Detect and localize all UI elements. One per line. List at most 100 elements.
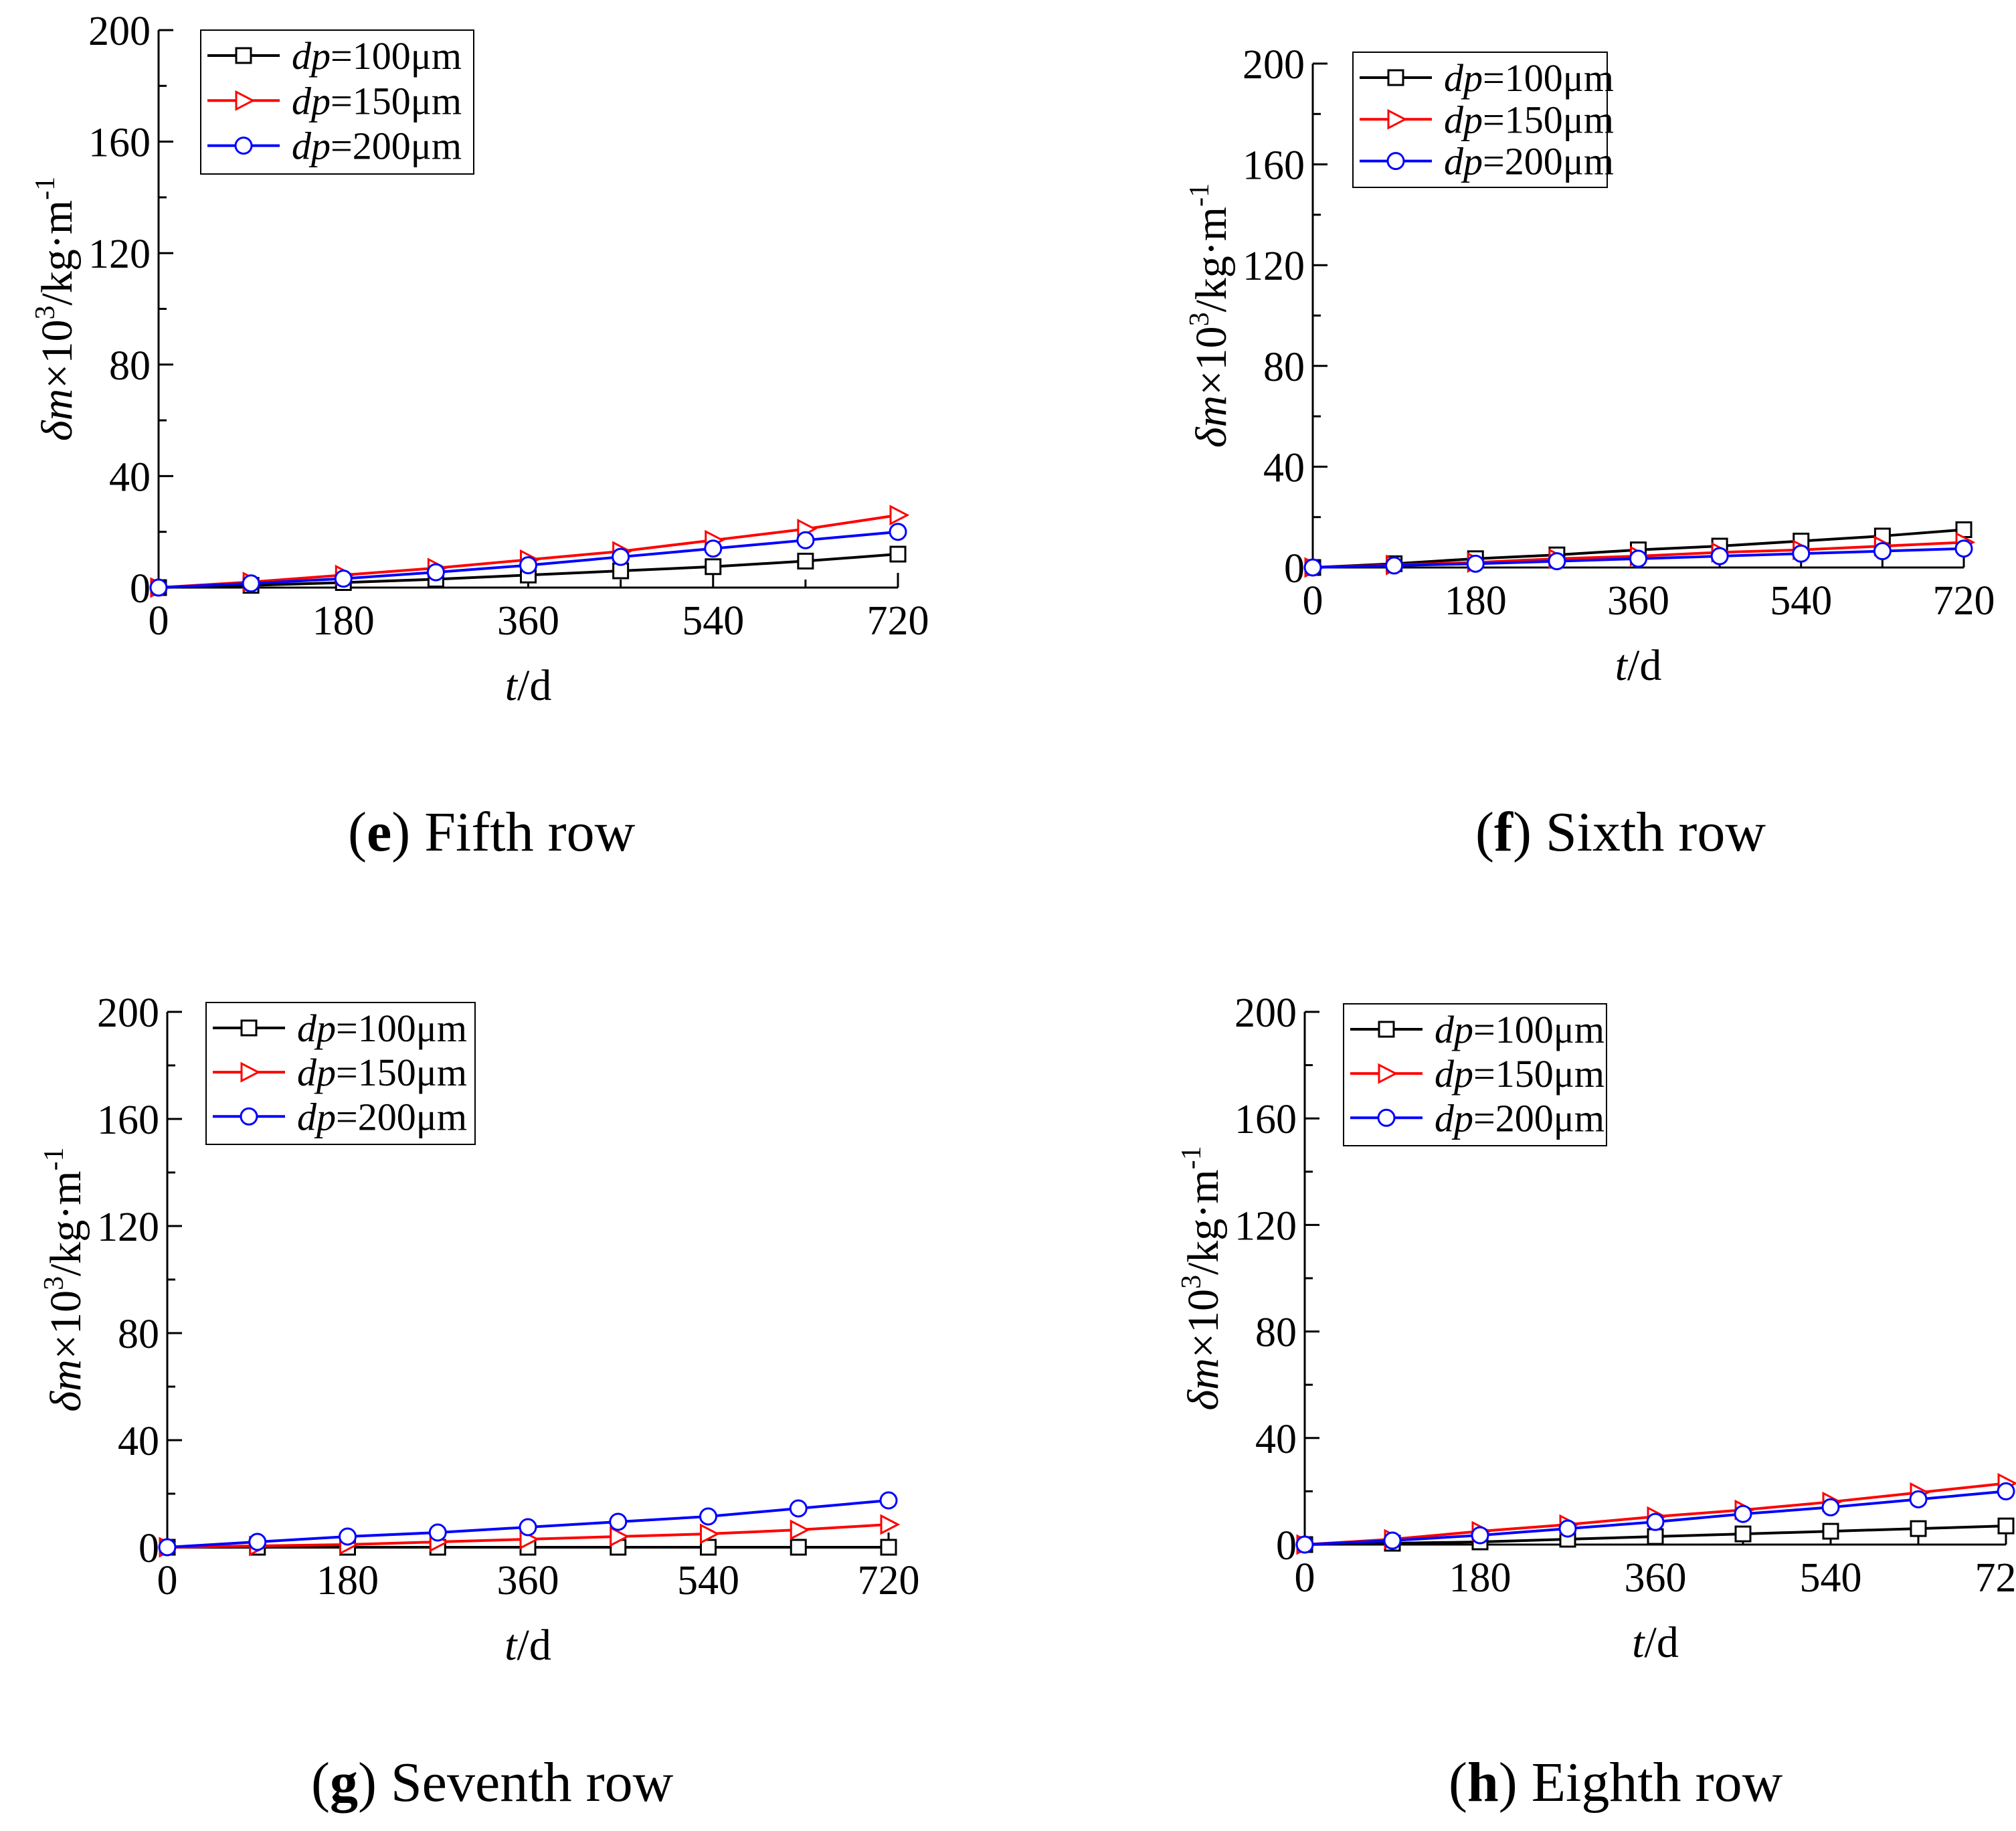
legend-label-var: dp xyxy=(292,34,331,78)
data-point xyxy=(790,1539,807,1556)
y-label-exp: 3 xyxy=(39,1276,70,1290)
y-label-exp: 3 xyxy=(30,306,61,320)
legend-label-value: 100μm xyxy=(358,1007,467,1050)
data-point xyxy=(889,523,907,541)
data-point xyxy=(1710,547,1729,565)
legend-label-var: dp xyxy=(292,124,331,168)
x-tick-label: 540 xyxy=(682,598,744,644)
data-point xyxy=(1792,544,1811,563)
y-tick-label: 0 xyxy=(139,1526,159,1571)
y-tick-label: 40 xyxy=(118,1419,159,1464)
caption-f-title: Sixth row xyxy=(1545,801,1766,863)
x-tick-label: 0 xyxy=(157,1558,178,1603)
y-label-unit: /kg·m xyxy=(33,200,82,306)
x-tick-label: 540 xyxy=(1770,578,1832,624)
data-point xyxy=(889,505,910,526)
x-axis-label-unit: /d xyxy=(1627,641,1661,690)
y-tick-label: 0 xyxy=(1276,1523,1297,1569)
legend-label-var: dp xyxy=(297,1051,336,1094)
y-label-var: m xyxy=(41,1359,90,1391)
y-label-unit: /kg·m xyxy=(41,1170,90,1276)
x-axis-label: t/d xyxy=(505,1621,551,1670)
y-tick-label: 120 xyxy=(88,232,151,277)
x-axis-label-var: t xyxy=(505,1621,518,1670)
legend-label: dp=150μm xyxy=(297,1051,467,1094)
y-tick-label: 120 xyxy=(97,1205,159,1250)
y-tick-label: 160 xyxy=(88,120,151,166)
data-point xyxy=(1997,1517,2015,1535)
data-point xyxy=(1821,1498,1840,1516)
legend-label-value: 100μm xyxy=(1495,1008,1605,1051)
y-label-exp2: -1 xyxy=(1176,1146,1207,1169)
caption-h-letter: h xyxy=(1467,1751,1499,1814)
x-tick-label: 360 xyxy=(1607,578,1669,624)
legend-label-value: 200μm xyxy=(358,1095,467,1138)
y-tick-label: 80 xyxy=(118,1312,159,1357)
x-tick-label: 720 xyxy=(867,598,929,644)
x-tick-label: 180 xyxy=(1449,1555,1511,1601)
y-label-mid: ×10 xyxy=(41,1290,90,1359)
legend-label: dp=100μm xyxy=(292,34,462,78)
x-tick-label: 180 xyxy=(312,598,375,644)
data-point xyxy=(1646,1512,1665,1531)
legend-label-value: 100μm xyxy=(1505,56,1614,100)
y-tick-label: 200 xyxy=(88,9,151,54)
legend-label-value: 200μm xyxy=(353,124,462,168)
data-point xyxy=(1548,552,1566,571)
x-tick-label: 360 xyxy=(497,1558,559,1603)
caption-f: (f) Sixth row xyxy=(1475,801,1766,863)
y-tick-label: 80 xyxy=(1263,345,1305,390)
data-point xyxy=(704,539,723,558)
data-point xyxy=(1471,1526,1489,1545)
x-tick-label: 720 xyxy=(1975,1555,2016,1601)
y-label-mid: ×10 xyxy=(1179,1289,1228,1358)
legend-label: dp=100μm xyxy=(1444,56,1614,100)
data-point xyxy=(880,1514,901,1535)
x-axis-label-unit: /d xyxy=(517,661,551,710)
caption-e: (e) Fifth row xyxy=(348,801,636,863)
y-label-unit: /kg·m xyxy=(1187,207,1236,313)
x-axis-label: t/d xyxy=(1615,641,1662,690)
data-point xyxy=(609,1512,628,1531)
legend-marker xyxy=(234,137,253,155)
data-point xyxy=(796,531,815,549)
legend-label: dp=150μm xyxy=(1444,98,1614,141)
legend-label-var: dp xyxy=(297,1007,336,1050)
legend-label-var: dp xyxy=(1444,140,1483,183)
caption-e-letter: e xyxy=(366,801,392,863)
x-axis-label-var: t xyxy=(1632,1618,1645,1667)
data-point xyxy=(519,1518,537,1537)
x-tick-label: 720 xyxy=(1933,578,1995,624)
y-tick-label: 40 xyxy=(109,454,151,500)
data-point xyxy=(610,1526,630,1547)
data-point xyxy=(700,1523,720,1545)
legend-label-value: 200μm xyxy=(1505,140,1614,183)
data-point xyxy=(880,1539,897,1556)
x-axis-label: t/d xyxy=(1632,1618,1679,1667)
data-point xyxy=(789,1499,808,1518)
x-axis-label-unit: /d xyxy=(1645,1618,1679,1667)
data-point xyxy=(1954,539,1973,558)
legend-label-eq: = xyxy=(331,79,353,122)
y-label-exp: 3 xyxy=(1184,313,1215,327)
data-point xyxy=(879,1491,898,1510)
legend-label: dp=200μm xyxy=(1435,1096,1605,1140)
data-point xyxy=(1303,558,1322,577)
legend-marker xyxy=(240,1061,261,1083)
legend-label-value: 200μm xyxy=(1495,1096,1605,1140)
x-tick-label: 180 xyxy=(316,1558,379,1603)
data-point xyxy=(1873,542,1892,561)
data-point xyxy=(1997,1482,2015,1500)
x-tick-label: 0 xyxy=(1295,1555,1315,1601)
chart-panel-e: 0 40 80 120 160 200 0 180 360 540 720 t/d δm×103/kg·… xyxy=(30,9,929,710)
data-point xyxy=(1910,1520,1927,1537)
y-label-mid: ×10 xyxy=(1187,327,1236,396)
data-point xyxy=(889,545,907,563)
legend-marker xyxy=(1386,152,1405,171)
legend-label-var: dp xyxy=(297,1095,336,1138)
x-tick-label: 540 xyxy=(1800,1555,1862,1601)
y-tick-label: 0 xyxy=(130,566,151,612)
legend-marker xyxy=(1378,1063,1398,1084)
y-tick-label: 80 xyxy=(1255,1310,1297,1356)
legend-marker xyxy=(240,1019,258,1037)
